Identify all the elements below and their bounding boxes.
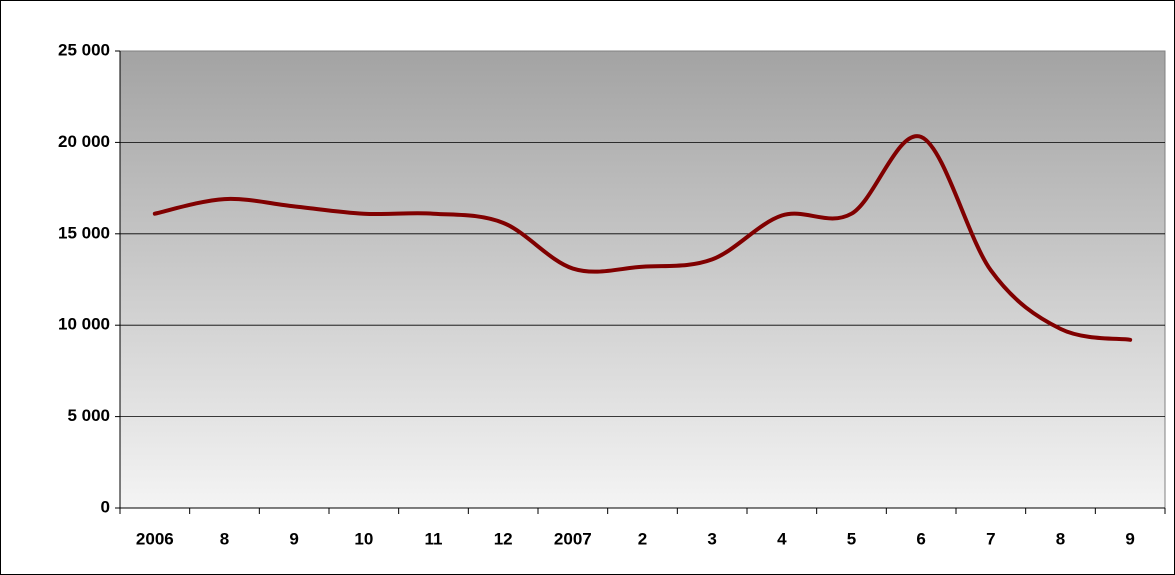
x-tick-label: 2006 [136,529,174,548]
y-tick-label: 0 [101,497,110,516]
data-line [152,134,1133,342]
x-tick-label: 5 [847,529,856,548]
y-tick-label: 5 000 [67,406,110,425]
x-tick-label: 3 [707,529,716,548]
y-tick-label: 10 000 [58,315,110,334]
x-tick-label: 2007 [554,529,592,548]
y-tick-label: 20 000 [58,132,110,151]
y-tick-label: 15 000 [58,223,110,242]
x-tick-label: 6 [916,529,925,548]
x-tick-label: 2 [638,529,647,548]
x-tick-label: 9 [1125,529,1134,548]
plot-area [119,50,1166,509]
x-tick-label: 7 [986,529,995,548]
x-tick-label: 12 [494,529,513,548]
x-tick-label: 4 [777,529,787,548]
x-tick-label: 8 [220,529,229,548]
x-tick-label: 8 [1056,529,1065,548]
x-tick-label: 10 [354,529,373,548]
x-tick-label: 11 [425,529,443,548]
x-tick-label: 9 [289,529,298,548]
y-tick-label: 25 000 [58,40,110,59]
